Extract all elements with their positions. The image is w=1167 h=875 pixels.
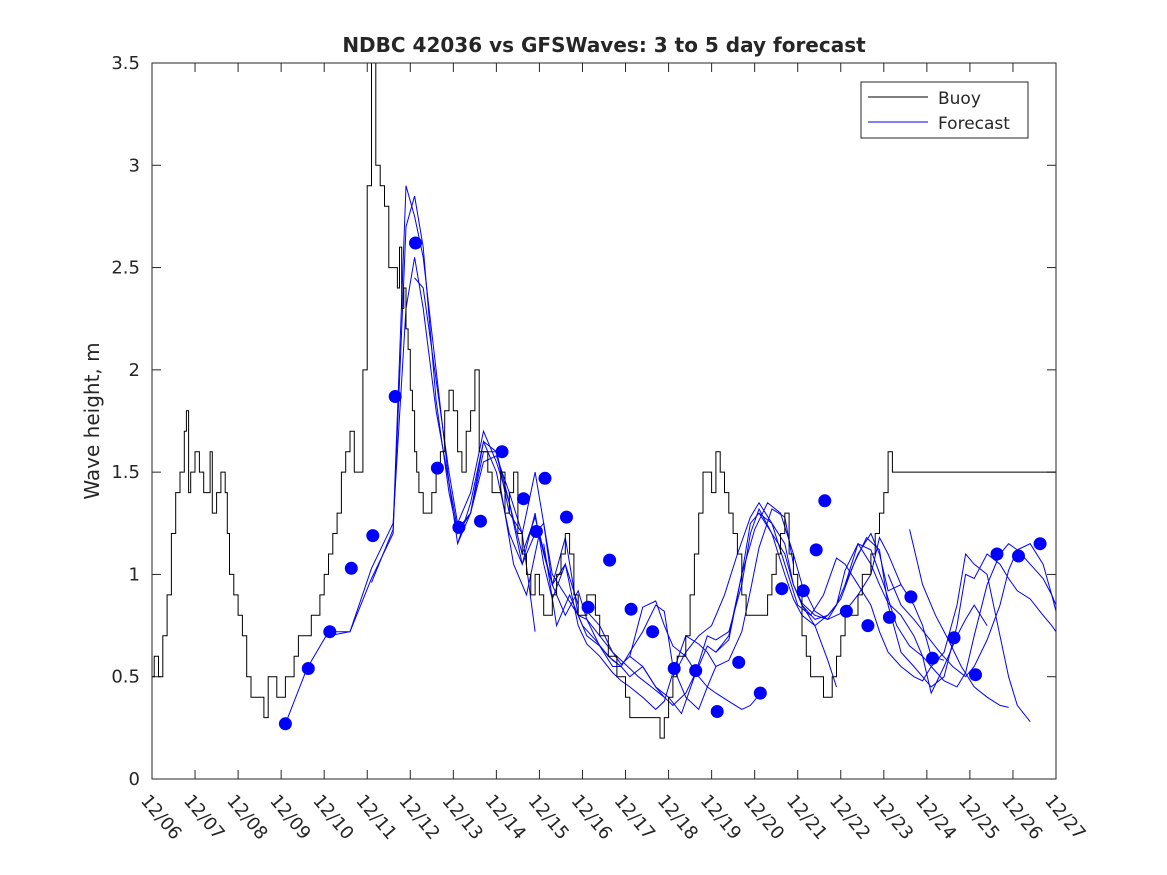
forecast-run-line — [414, 277, 665, 698]
analysis-point — [839, 604, 853, 618]
plot-frame — [151, 62, 1057, 780]
analysis-points — [278, 236, 1047, 731]
analysis-point — [452, 520, 466, 534]
analysis-point — [667, 662, 681, 675]
plot-area — [152, 63, 1056, 779]
chart-title: NDBC 42036 vs GFSWaves: 3 to 5 day forec… — [342, 33, 866, 57]
analysis-point — [388, 390, 402, 403]
analysis-point — [969, 668, 982, 682]
analysis-point — [732, 655, 746, 669]
analysis-point — [882, 610, 896, 624]
analysis-point — [560, 510, 573, 524]
analysis-point — [1033, 537, 1047, 551]
analysis-point — [430, 461, 444, 475]
legend-box — [860, 81, 1029, 139]
analysis-point — [581, 600, 595, 614]
forecast-run-line — [672, 501, 945, 677]
y-tick-label: 2 — [129, 360, 140, 381]
analysis-point — [409, 236, 422, 250]
analysis-point — [495, 445, 509, 459]
analysis-point — [710, 705, 724, 718]
analysis-point — [809, 543, 823, 557]
y-tick-label: 0.5 — [111, 667, 140, 688]
analysis-point — [278, 717, 292, 731]
analysis-point — [474, 514, 487, 528]
analysis-point — [753, 686, 767, 700]
analysis-point — [301, 662, 315, 675]
forecast-run-line — [500, 488, 760, 710]
analysis-point — [603, 553, 617, 567]
buoy-line-group — [152, 62, 1056, 739]
analysis-point — [344, 561, 358, 575]
y-axis-label: Wave height, m — [80, 342, 104, 499]
analysis-point — [624, 602, 638, 616]
forecast-lines — [284, 185, 1057, 724]
y-tick-label: 3.5 — [111, 53, 140, 74]
analysis-point — [538, 471, 552, 485]
analysis-point — [366, 529, 380, 543]
y-tick-labels: 0 0.5 1 1.5 2 2.5 3 3.5 — [111, 53, 140, 790]
analysis-point — [947, 631, 961, 645]
analysis-point — [904, 590, 918, 604]
legend-forecast-label: Forecast — [938, 114, 1010, 134]
forecast-run-line — [371, 185, 622, 667]
analysis-point — [775, 582, 789, 596]
y-tick-label: 0 — [129, 769, 140, 790]
analysis-point — [861, 619, 875, 633]
legend-buoy-label: Buoy — [938, 89, 981, 109]
analysis-point — [323, 625, 337, 639]
analysis-point — [796, 584, 810, 598]
forecast-run-line — [844, 542, 1057, 688]
forecast-run-line — [887, 543, 1057, 678]
y-tick-label: 2.5 — [111, 258, 140, 279]
forecast-run-line — [909, 529, 1009, 708]
y-tick-label: 3 — [129, 155, 140, 176]
y-tick-label: 1 — [129, 564, 140, 585]
y-tick-label: 1.5 — [111, 462, 140, 483]
analysis-point — [689, 664, 703, 678]
forecast-run-line — [801, 536, 1057, 688]
analysis-point — [990, 547, 1004, 561]
analysis-point — [1012, 549, 1025, 563]
legend: Buoy Forecast — [860, 81, 1029, 139]
analysis-point — [926, 651, 939, 665]
analysis-point — [646, 625, 660, 639]
analysis-point — [517, 492, 530, 506]
analysis-point — [818, 494, 832, 508]
analysis-point — [529, 525, 543, 538]
buoy-line — [152, 62, 1056, 739]
